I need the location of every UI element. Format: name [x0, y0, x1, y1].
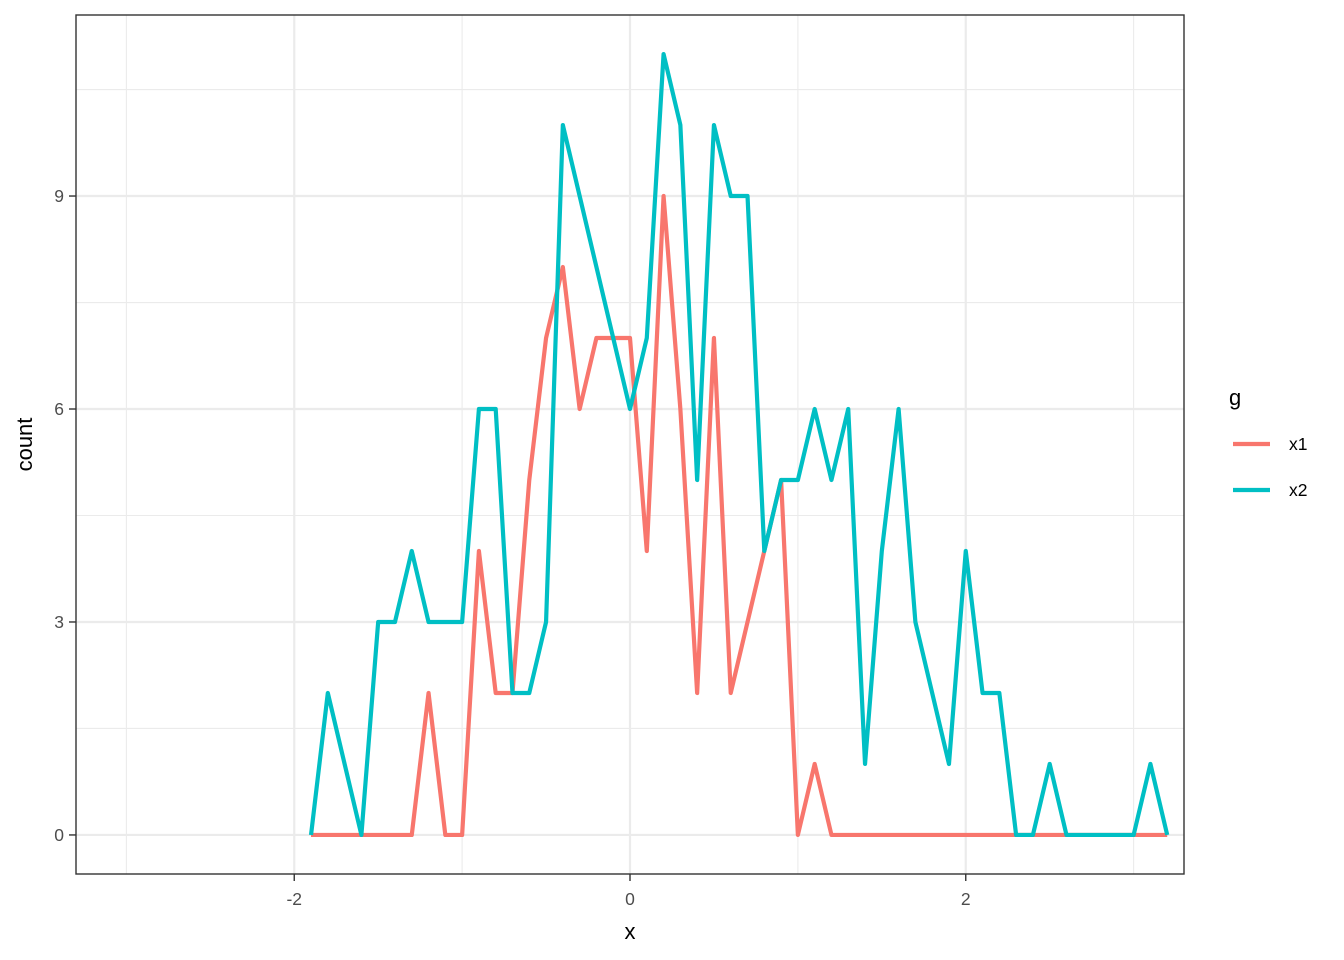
- x-tick-label: 0: [625, 889, 635, 909]
- grid: [76, 15, 1184, 874]
- legend-title: g: [1229, 385, 1241, 410]
- y-tick-label: 9: [54, 186, 64, 206]
- y-tick-label: 0: [54, 825, 64, 845]
- plot-series: [308, 51, 1170, 838]
- legend: g x1 x2: [1229, 385, 1307, 500]
- legend-label-x1: x1: [1289, 434, 1307, 454]
- legend-label-x2: x2: [1289, 480, 1307, 500]
- y-tick-label: 6: [54, 399, 64, 419]
- series-line-x2: [308, 51, 1170, 838]
- axes: -2 0 2 0 3 6 9: [54, 186, 970, 909]
- x-tick-label: -2: [286, 889, 302, 909]
- legend-items: x1 x2: [1233, 434, 1307, 500]
- x-axis-title: x: [625, 919, 636, 944]
- y-axis-title: count: [12, 418, 37, 472]
- x-tick-label: 2: [961, 889, 971, 909]
- y-tick-label: 3: [54, 612, 64, 632]
